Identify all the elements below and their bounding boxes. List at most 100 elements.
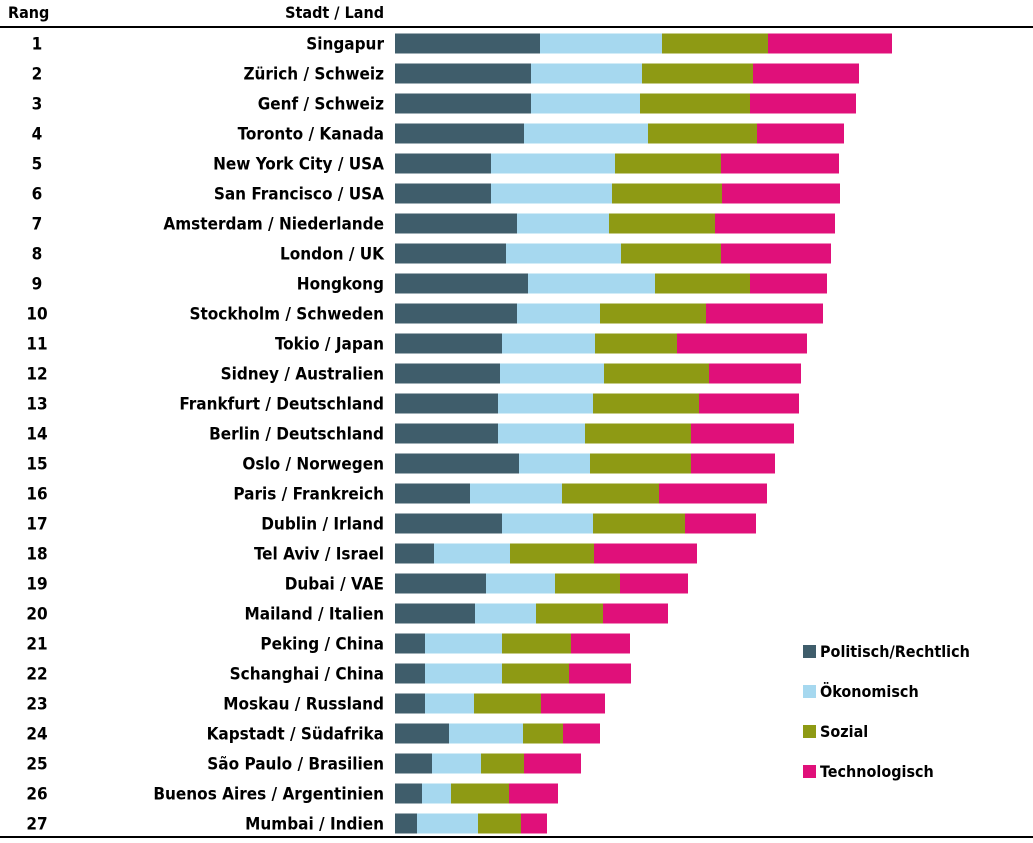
bar-segment-technologisch [541,693,605,714]
bar-segment-konomisch [470,483,562,504]
bar-segment-technologisch [691,423,794,444]
bar-segment-sozial [593,513,685,534]
rank-label: 3 [32,95,43,115]
bar-segment-sozial [655,273,750,294]
rank-label: 8 [32,245,43,265]
bar-segment-sozial [621,243,721,264]
bar-segment-sozial [648,123,757,144]
category-label: Moskau / Russland [223,695,384,715]
rank-label: 22 [26,665,47,685]
legend-swatch [803,725,816,738]
rank-label: 19 [26,575,47,595]
legend-swatch [803,645,816,658]
rank-label: 21 [26,635,47,655]
bar-segment-konomisch [491,153,615,174]
rank-label: 27 [26,815,47,835]
bar-segment-politisch-rechtlich [395,573,486,594]
bar-segment-konomisch [519,453,590,474]
category-label: London / UK [280,245,385,265]
bar-segment-technologisch [750,93,856,114]
legend-label: Ökonomisch [820,682,919,701]
bar-segment-politisch-rechtlich [395,273,528,294]
bar-segment-politisch-rechtlich [395,663,425,684]
category-label: Tokio / Japan [275,335,384,355]
bar-segment-sozial [481,753,524,774]
bar-segment-politisch-rechtlich [395,363,500,384]
rank-label: 12 [26,365,47,385]
bar-segment-politisch-rechtlich [395,93,531,114]
bar-segment-politisch-rechtlich [395,633,425,654]
legend-label: Sozial [820,722,868,741]
bar-segment-konomisch [486,573,555,594]
bar-segment-sozial [502,633,571,654]
bar-segment-technologisch [569,663,631,684]
bar-segment-politisch-rechtlich [395,693,425,714]
category-label: Mumbai / Indien [245,815,384,835]
bar-segment-politisch-rechtlich [395,603,475,624]
bar-segment-konomisch [417,813,478,834]
rank-label: 16 [26,485,47,505]
rank-label: 1 [32,35,43,55]
bar-segment-politisch-rechtlich [395,33,540,54]
rank-label: 13 [26,395,47,415]
category-label: Schanghai / China [230,665,384,685]
category-label: Hongkong [297,275,384,295]
category-label: Berlin / Deutschland [209,425,384,445]
bar-segment-technologisch [757,123,844,144]
category-label: Sidney / Australien [221,365,384,385]
chart-rows: 1 Singapur 2 Zürich / Schweiz 3 Genf / Schwei… [26,33,892,835]
bar-segment-politisch-rechtlich [395,783,422,804]
bar-segment-politisch-rechtlich [395,153,491,174]
category-label: Dublin / Irland [261,515,384,535]
bar-segment-technologisch [603,603,668,624]
bar-segment-politisch-rechtlich [395,453,519,474]
bar-segment-konomisch [524,123,648,144]
bar-segment-sozial [474,693,541,714]
rank-label: 18 [26,545,47,565]
bar-segment-politisch-rechtlich [395,723,449,744]
bar-segment-politisch-rechtlich [395,813,417,834]
rank-label: 11 [26,335,47,355]
bar-segment-technologisch [571,633,630,654]
rank-label: 9 [32,275,43,295]
bar-segment-konomisch [425,633,502,654]
bar-segment-sozial [662,33,768,54]
bar-segment-technologisch [699,393,799,414]
category-label: Amsterdam / Niederlande [163,215,384,235]
legend-swatch [803,685,816,698]
rank-label: 26 [26,785,47,805]
category-label: Frankfurt / Deutschland [179,395,384,415]
bar-segment-technologisch [722,183,840,204]
bar-segment-politisch-rechtlich [395,543,434,564]
bar-segment-technologisch [521,813,547,834]
rank-label: 24 [26,725,47,745]
bar-segment-technologisch [753,63,859,84]
bar-segment-konomisch [531,93,640,114]
bar-segment-politisch-rechtlich [395,753,432,774]
bar-segment-technologisch [685,513,756,534]
bar-segment-technologisch [721,153,839,174]
rank-label: 10 [26,305,47,325]
bar-segment-sozial [555,573,620,594]
bar-segment-politisch-rechtlich [395,183,491,204]
bar-segment-sozial [600,303,706,324]
city-column-header: Stadt / Land [285,3,384,22]
bar-segment-sozial [523,723,563,744]
bar-segment-sozial [609,213,715,234]
bar-segment-konomisch [498,393,593,414]
bar-segment-konomisch [528,273,655,294]
rank-label: 7 [32,215,43,235]
bar-segment-konomisch [449,723,523,744]
bar-segment-technologisch [659,483,767,504]
bar-segment-politisch-rechtlich [395,423,498,444]
legend-label: Technologisch [820,762,934,781]
category-label: Dubai / VAE [285,575,384,595]
bar-segment-konomisch [491,183,612,204]
bar-segment-politisch-rechtlich [395,513,502,534]
bar-segment-technologisch [594,543,697,564]
bar-segment-politisch-rechtlich [395,243,506,264]
bar-segment-konomisch [502,333,595,354]
rank-label: 17 [26,515,47,535]
category-label: Zürich / Schweiz [243,65,384,85]
